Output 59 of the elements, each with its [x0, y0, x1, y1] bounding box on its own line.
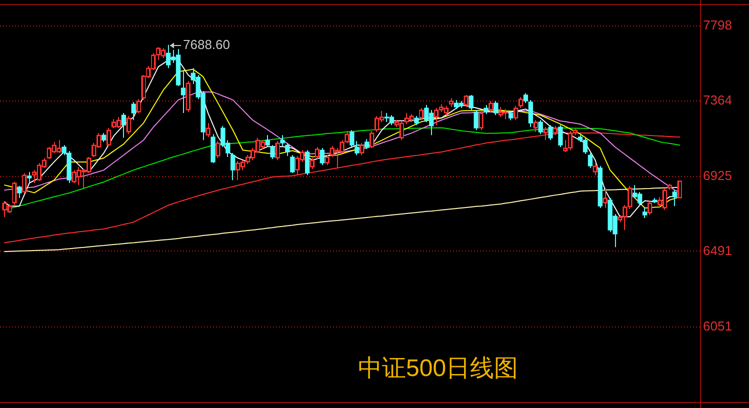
candlestick: [672, 190, 677, 207]
candlestick: [126, 115, 131, 135]
candlestick: [523, 92, 528, 104]
candlestick: [364, 138, 370, 150]
candlestick: [314, 146, 320, 160]
candlestick: [17, 185, 22, 198]
candlestick: [533, 120, 538, 133]
candlestick: [513, 105, 518, 121]
candlestick: [548, 124, 553, 141]
candlestick: [474, 109, 478, 131]
candlestick: [310, 158, 315, 170]
candlestick: [270, 144, 275, 160]
candlestick: [602, 187, 608, 208]
annotation: 7688.60: [183, 37, 230, 52]
candlestick: [478, 110, 484, 131]
candlestick: [275, 140, 280, 161]
candlestick: [360, 142, 364, 156]
candlestick: [131, 102, 136, 121]
candlestick: [324, 154, 330, 166]
candlestick: [230, 152, 236, 181]
candlestick: [588, 152, 593, 169]
candlestick: [206, 122, 210, 138]
candlestick: [484, 104, 488, 115]
candlestick: [592, 161, 598, 176]
candlestick: [290, 154, 295, 174]
candlestick: [22, 172, 27, 194]
candlestick: [528, 99, 533, 128]
candlestick: [508, 110, 514, 121]
candlestick: [12, 181, 17, 206]
candlestick: [538, 120, 543, 135]
y-tick-label: 7364: [703, 92, 732, 108]
candlestick: [304, 150, 310, 176]
candlestick: [216, 140, 220, 159]
candlestick: [488, 100, 494, 113]
candlestick: [265, 134, 270, 148]
candlestick: [106, 128, 112, 146]
y-tick-label: 6051: [703, 318, 732, 334]
candlestick: [414, 115, 419, 126]
y-tick-label: 7798: [703, 18, 732, 33]
candlestick: [494, 100, 498, 116]
candlestick: [677, 180, 682, 198]
candlestick: [647, 200, 652, 216]
candlestick: [285, 142, 290, 156]
candlestick: [518, 96, 524, 109]
y-tick-label: 6925: [703, 168, 732, 184]
candlestick: [27, 171, 32, 184]
candlestick: [642, 206, 648, 218]
text: 中证500日线图: [358, 355, 518, 383]
candlestick: [370, 130, 374, 149]
candlestick: [121, 112, 126, 138]
candlestick: [280, 134, 285, 146]
y-tick-label: 6491: [703, 242, 732, 258]
candlestick: [419, 108, 424, 121]
candlestick: [180, 69, 186, 114]
candlestick: [320, 148, 325, 166]
candlestick: [558, 124, 563, 148]
candlestick: [468, 94, 474, 110]
candlestick: [136, 98, 141, 114]
candlestick: [464, 94, 468, 108]
